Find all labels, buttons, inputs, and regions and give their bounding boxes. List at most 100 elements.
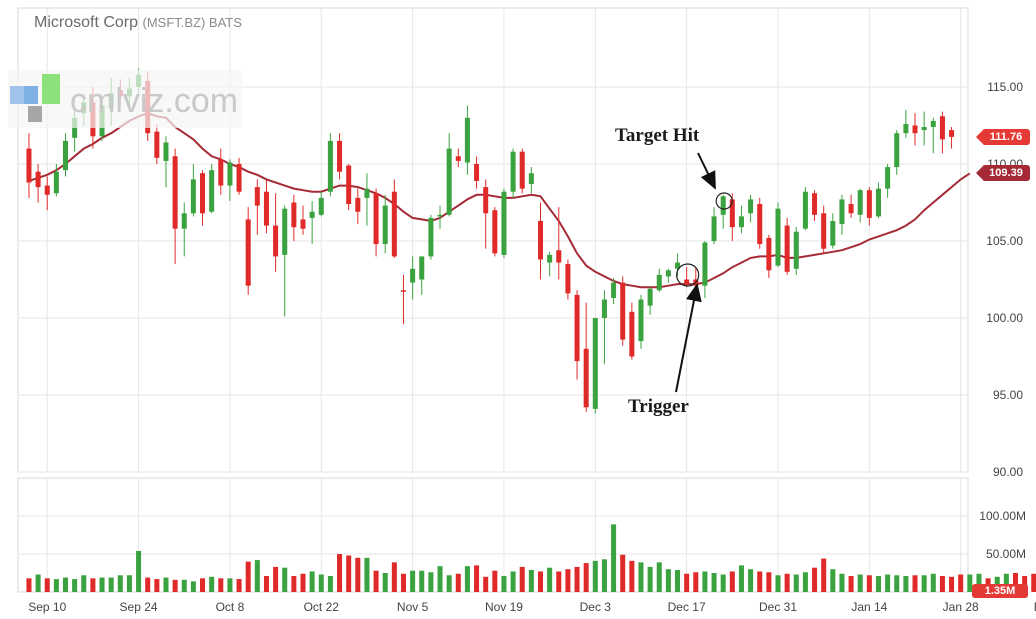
volume-bar <box>145 577 151 592</box>
candle <box>300 219 306 229</box>
volume-bar <box>501 576 507 592</box>
candle <box>410 268 416 283</box>
candle <box>291 202 297 228</box>
volume-bar <box>455 573 461 592</box>
candle <box>812 193 818 215</box>
volume-bar <box>391 562 397 592</box>
candle <box>519 151 525 189</box>
y-tick-label: 100.00 <box>986 311 1023 325</box>
x-tick-label: Jan 14 <box>851 600 887 614</box>
volume-bar <box>263 576 269 592</box>
volume-bar <box>474 565 480 592</box>
volume-bar <box>665 569 671 592</box>
watermark-text: cmlviz.com <box>70 82 239 120</box>
x-tick-label: Sep 24 <box>120 600 158 614</box>
volume-bar <box>236 579 242 592</box>
candle <box>227 162 233 186</box>
volume-bar <box>821 558 827 592</box>
volume-bar <box>656 562 662 592</box>
volume-bar <box>419 570 425 592</box>
volume-bar <box>309 571 315 592</box>
volume-bar <box>200 578 206 592</box>
y-tick-label: 105.00 <box>986 234 1023 248</box>
candle <box>154 131 160 158</box>
volume-bar <box>318 574 324 592</box>
candle <box>583 348 589 408</box>
candle <box>675 262 681 269</box>
volume-bar <box>894 575 900 592</box>
last-price-tag: 111.76 <box>982 129 1030 145</box>
volume-bar <box>793 574 799 592</box>
x-tick-label: Feb 11 <box>1034 600 1036 614</box>
candle <box>921 127 927 131</box>
volume-bar <box>437 566 443 592</box>
candle <box>364 188 370 198</box>
volume-bar <box>72 579 78 592</box>
annotation-target-hit: Target Hit <box>615 125 700 146</box>
volume-bar <box>830 569 836 592</box>
candle <box>547 254 553 263</box>
volume-bar <box>446 575 452 592</box>
x-tick-label: Oct 22 <box>304 600 340 614</box>
volume-bar <box>154 579 160 592</box>
volume-bar <box>693 572 699 592</box>
x-tick-label: Oct 8 <box>216 600 245 614</box>
volume-bar <box>939 576 945 592</box>
volume-bar <box>866 575 872 592</box>
candle <box>665 270 671 277</box>
candle <box>172 156 178 229</box>
candle <box>391 191 397 257</box>
volume-bar <box>528 569 534 592</box>
y-tick-label: 90.00 <box>993 465 1023 479</box>
candle <box>309 211 315 218</box>
volume-bar <box>163 577 169 592</box>
x-tick-label: Nov 5 <box>397 600 429 614</box>
candle <box>455 156 461 161</box>
volume-bar <box>254 560 260 592</box>
candle <box>62 140 69 171</box>
volume-bar <box>729 571 735 592</box>
candle <box>44 185 50 195</box>
volume-bar <box>976 573 982 592</box>
candle <box>748 199 754 214</box>
volume-bar <box>300 573 306 592</box>
candle <box>35 171 41 188</box>
candle <box>912 125 918 134</box>
candle <box>930 120 936 128</box>
volume-bar <box>583 563 589 592</box>
volume-bar <box>218 578 224 592</box>
volume-bar <box>748 569 754 592</box>
candle <box>437 214 443 217</box>
watermark-logo-icon <box>10 86 24 104</box>
x-tick-label: Nov 19 <box>485 600 523 614</box>
candle <box>218 159 224 186</box>
x-tick-label: Jan 28 <box>943 600 979 614</box>
volume-bar <box>885 574 891 592</box>
candle <box>802 191 808 229</box>
volume-bar <box>291 576 297 592</box>
volume-bar <box>1012 573 1019 592</box>
volume-bar <box>108 577 114 592</box>
volume-bar <box>675 569 681 592</box>
volume-bar <box>930 573 936 592</box>
volume-bar <box>738 565 744 592</box>
candle <box>574 294 580 362</box>
volume-bar <box>647 566 653 592</box>
candle <box>720 196 726 215</box>
candle <box>263 191 269 226</box>
candle <box>200 173 206 214</box>
candle <box>620 282 626 340</box>
volume-bar <box>592 560 598 592</box>
candle <box>885 167 891 189</box>
volume-bar <box>282 567 288 592</box>
moving-average-line <box>28 112 971 289</box>
volume-bar <box>684 573 690 592</box>
volume-bar <box>364 557 370 592</box>
volume-bar <box>410 570 416 592</box>
candle <box>355 197 361 212</box>
candle <box>373 193 379 245</box>
target-hit-arrow <box>697 152 716 190</box>
candle <box>866 190 872 218</box>
x-tick-label: Sep 10 <box>28 600 66 614</box>
volume-bar <box>921 575 927 592</box>
